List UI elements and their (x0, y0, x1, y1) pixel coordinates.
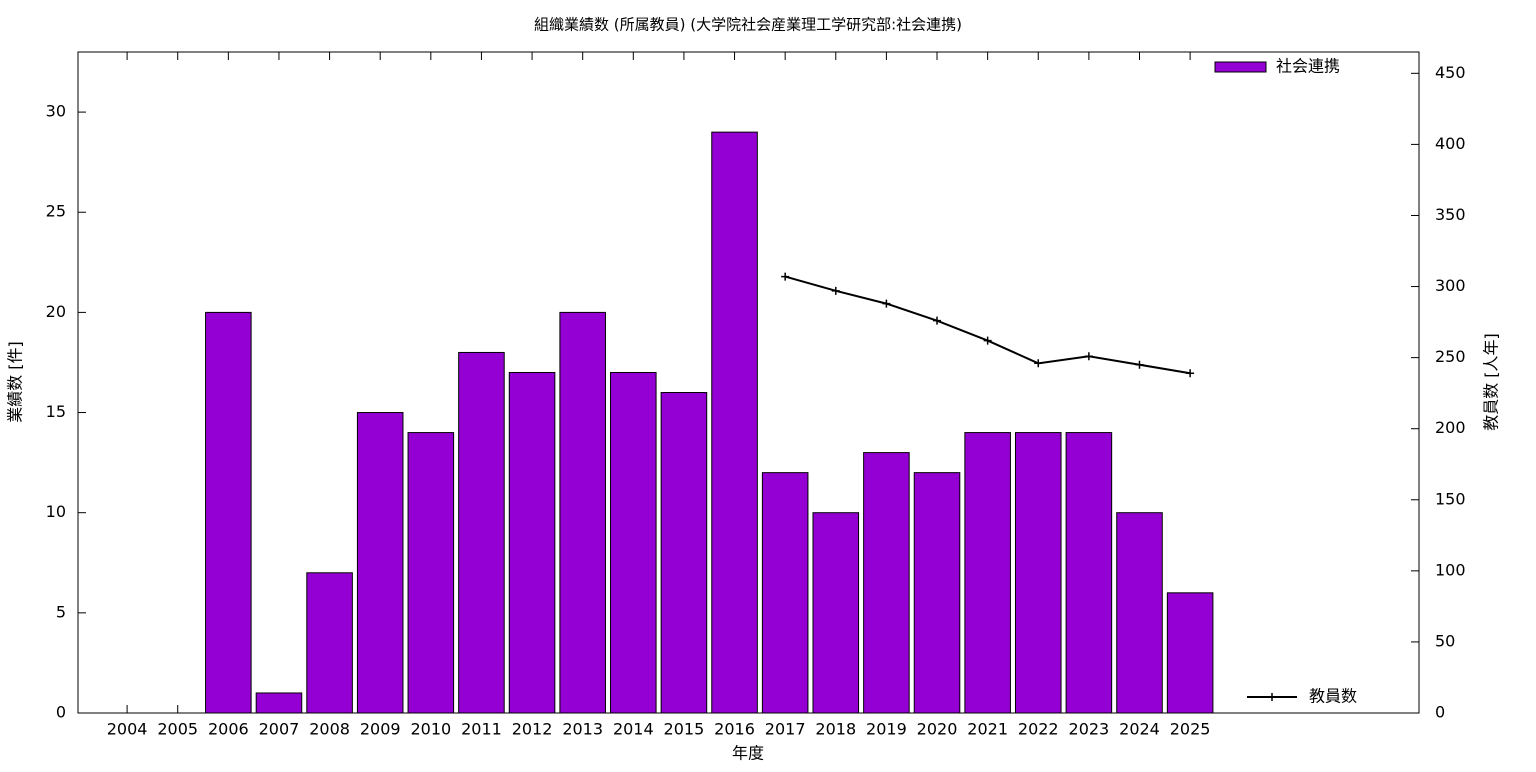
y-tick-label: 5 (56, 602, 66, 621)
bar (1014, 432, 1062, 714)
bar (356, 412, 404, 714)
bar (610, 371, 657, 714)
line-point (1084, 352, 1093, 361)
x-tick-label: 2022 (1018, 720, 1059, 739)
line (784, 275, 1191, 375)
bar (863, 452, 910, 714)
x-tick-label: 2004 (107, 720, 148, 739)
bar (407, 432, 455, 714)
bar (255, 692, 303, 714)
line-point (933, 316, 942, 325)
bar (1166, 592, 1214, 714)
bar (458, 351, 505, 714)
line-point (1135, 360, 1144, 369)
bar (964, 432, 1011, 714)
line-point (1186, 369, 1195, 378)
bar (508, 371, 556, 714)
legend-marker (1268, 693, 1276, 701)
x-tick-label: 2009 (360, 720, 401, 739)
x-tick-label: 2016 (714, 720, 755, 739)
bar (559, 311, 606, 714)
y2-axis-label: 教員数 [人年] (1482, 333, 1501, 431)
legend-swatch (1214, 61, 1267, 73)
y2-tick-label: 150 (1435, 489, 1466, 508)
line-point (831, 286, 840, 295)
x-tick-label: 2021 (967, 720, 1008, 739)
x-tick-label: 2015 (664, 720, 705, 739)
y2-tick-label: 400 (1435, 134, 1466, 153)
y2-tick-label: 450 (1435, 63, 1466, 82)
bar (812, 512, 860, 714)
y-tick-label: 10 (46, 502, 66, 521)
x-tick-label: 2017 (765, 720, 806, 739)
y-tick-label: 30 (46, 102, 66, 121)
line-point (781, 272, 790, 281)
bar (761, 472, 809, 714)
y2-tick-label: 200 (1435, 418, 1466, 437)
x-tick-label: 2008 (309, 720, 350, 739)
bar (306, 572, 353, 714)
y2-tick-label: 50 (1435, 631, 1455, 650)
x-tick-label: 2006 (208, 720, 249, 739)
y-tick-label: 0 (56, 703, 66, 722)
x-tick-label: 2011 (461, 720, 502, 739)
y2-tick-label: 350 (1435, 205, 1466, 224)
bar (660, 392, 708, 714)
x-tick-label: 2012 (512, 720, 553, 739)
legend-label: 教員数 (1309, 687, 1357, 706)
x-axis-label: 年度 (732, 744, 764, 763)
line-point (983, 336, 992, 345)
x-tick-label: 2024 (1119, 720, 1160, 739)
x-tick-label: 2020 (917, 720, 958, 739)
y-tick-label: 15 (46, 402, 66, 421)
chart-title: 組織業績数 (所属教員) (大学院社会産業理工学研究部:社会連携) (534, 16, 962, 34)
line-point (1034, 359, 1043, 368)
x-tick-label: 2014 (613, 720, 654, 739)
x-tick-label: 2007 (259, 720, 300, 739)
x-tick-label: 2010 (410, 720, 451, 739)
line-point (882, 299, 891, 308)
x-tick-label: 2013 (562, 720, 603, 739)
y2-tick-label: 0 (1435, 703, 1445, 722)
y-tick-label: 25 (46, 202, 66, 221)
y-tick-label: 20 (46, 302, 66, 321)
x-tick-label: 2018 (815, 720, 856, 739)
y2-tick-label: 300 (1435, 276, 1466, 295)
x-tick-label: 2025 (1170, 720, 1211, 739)
bar (913, 472, 961, 714)
x-tick-label: 2019 (866, 720, 907, 739)
x-tick-label: 2005 (157, 720, 198, 739)
bar (711, 131, 758, 714)
y-axis-label: 業績数 [件] (6, 341, 25, 423)
y2-tick-label: 250 (1435, 347, 1466, 366)
bar (1065, 432, 1113, 714)
x-tick-label: 2023 (1069, 720, 1110, 739)
bar (1116, 512, 1163, 714)
legend-label: 社会連携 (1276, 57, 1340, 76)
bar (205, 311, 252, 714)
y2-tick-label: 100 (1435, 560, 1466, 579)
